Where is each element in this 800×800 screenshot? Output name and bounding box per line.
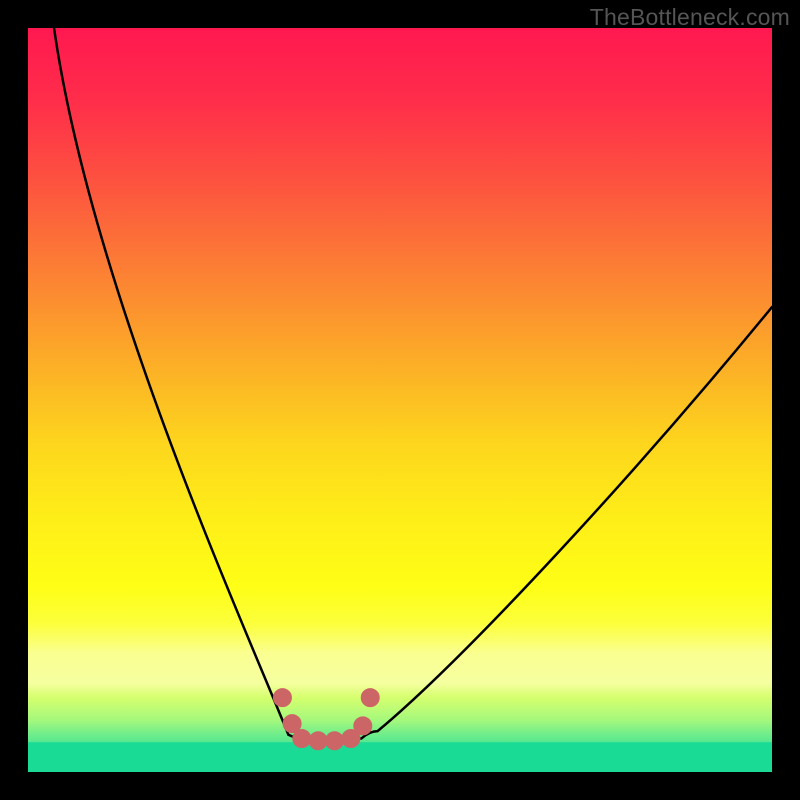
bottleneck-chart xyxy=(28,28,772,772)
baseline-band xyxy=(28,742,772,772)
data-marker xyxy=(326,732,344,750)
data-marker xyxy=(354,717,372,735)
data-marker xyxy=(273,689,291,707)
watermark-text: TheBottleneck.com xyxy=(590,4,790,31)
data-marker xyxy=(293,730,311,748)
data-marker xyxy=(309,732,327,750)
data-marker xyxy=(361,689,379,707)
plot-background xyxy=(28,28,772,772)
